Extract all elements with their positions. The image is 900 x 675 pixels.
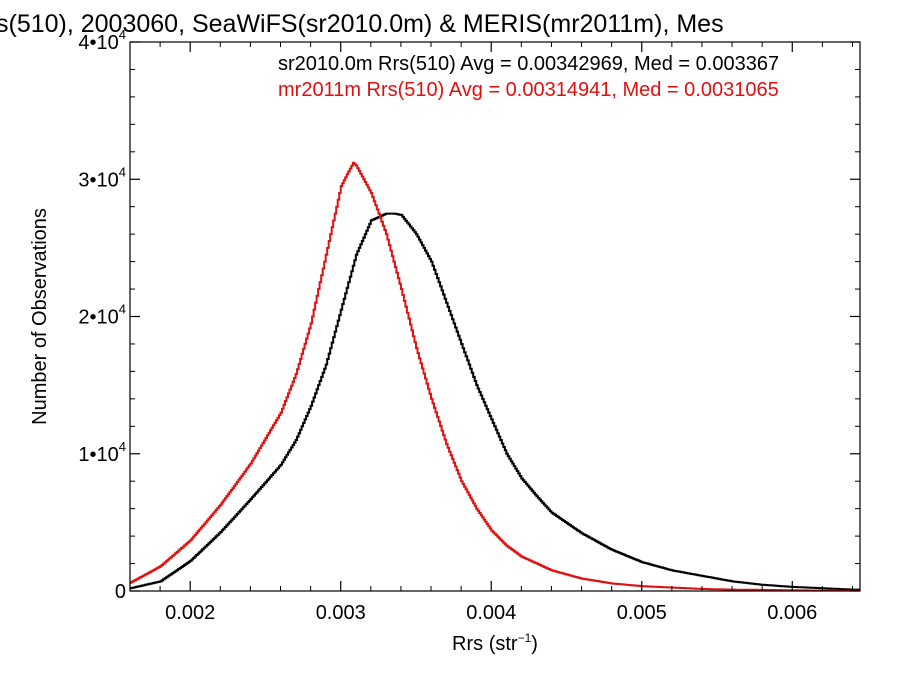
y-tick-label: 0 bbox=[115, 581, 126, 603]
y-tick-label: 1•104 bbox=[78, 439, 126, 466]
chart-title: s(510), 2003060, SeaWiFS(sr2010.0m) & ME… bbox=[0, 10, 724, 38]
series-line-1 bbox=[130, 161, 860, 591]
y-tick-label: 3•104 bbox=[78, 164, 126, 191]
y-axis-label: Number of Observations bbox=[29, 208, 51, 425]
legend-entry-1: mr2011m Rrs(510) Avg = 0.00314941, Med =… bbox=[278, 79, 779, 101]
x-axis-label: Rrs (str−1) bbox=[452, 631, 538, 655]
x-tick-label: 0.005 bbox=[617, 602, 667, 624]
legend-entry-0: sr2010.0m Rrs(510) Avg = 0.00342969, Med… bbox=[278, 53, 779, 75]
y-tick-label: 4•104 bbox=[78, 27, 126, 54]
y-tick-label: 2•104 bbox=[78, 302, 126, 329]
plot-frame bbox=[129, 41, 861, 592]
x-tick-label: 0.004 bbox=[466, 602, 516, 624]
series-line-0 bbox=[130, 212, 860, 591]
x-tick-label: 0.006 bbox=[767, 602, 817, 624]
x-tick-label: 0.002 bbox=[165, 602, 215, 624]
x-tick-label: 0.003 bbox=[316, 602, 366, 624]
